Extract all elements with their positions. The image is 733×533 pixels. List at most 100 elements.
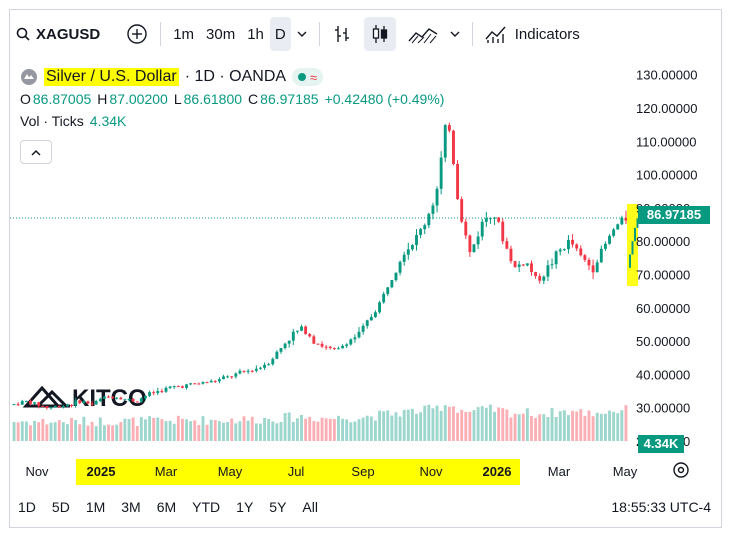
- candle-body: [369, 316, 373, 321]
- low-value: 86.61800: [183, 91, 243, 107]
- indicators-button[interactable]: Indicators: [479, 17, 586, 51]
- range-6m[interactable]: 6M: [156, 499, 177, 515]
- candles-chart-type-button[interactable]: [363, 17, 396, 51]
- candle-body: [464, 221, 468, 236]
- volume-bar: [222, 422, 225, 441]
- volume-bar: [300, 415, 303, 441]
- volume-bar: [591, 416, 595, 441]
- compare-symbol-button[interactable]: [120, 17, 154, 51]
- interval-d[interactable]: D: [269, 17, 291, 51]
- area-chart-type-button[interactable]: [402, 17, 444, 51]
- candle-body: [608, 235, 611, 244]
- volume-bar: [308, 416, 312, 441]
- volume-bar: [295, 418, 299, 441]
- candle-body: [476, 236, 480, 245]
- volume-bar: [279, 422, 283, 441]
- volume-bar: [357, 419, 361, 441]
- range-1y[interactable]: 1Y: [236, 499, 254, 515]
- volume-bar: [90, 421, 94, 441]
- volume-bar: [172, 423, 176, 441]
- range-5d[interactable]: 5D: [51, 499, 70, 515]
- volume-bar: [624, 405, 628, 441]
- volume-bar: [521, 413, 525, 441]
- candle-body: [287, 340, 291, 344]
- volume-bar: [230, 418, 234, 441]
- time-tick-label: Mar: [155, 464, 178, 479]
- candle-body: [374, 312, 377, 317]
- price-tick-label: 110.00000: [636, 134, 697, 149]
- chart-pane[interactable]: KITCO 130.00000 120.00000 110.00000 100.000…: [10, 58, 721, 460]
- candle-body: [410, 245, 414, 250]
- volume-bar: [431, 408, 435, 441]
- volume-bar: [394, 412, 398, 441]
- candle-body: [254, 368, 258, 371]
- price-axis[interactable]: 130.00000120.00000110.00000100.0000090.0…: [636, 68, 697, 449]
- volume-bar: [616, 413, 620, 441]
- clock-timezone[interactable]: 18:55:33 UTC-4: [611, 499, 711, 515]
- volume-bar: [61, 422, 65, 441]
- candle-body: [16, 404, 20, 406]
- symbol-search-button[interactable]: XAGUSD: [10, 17, 106, 51]
- volume-bar: [575, 411, 579, 441]
- range-3m[interactable]: 3M: [121, 499, 141, 515]
- candle-body: [82, 401, 86, 404]
- candle-body: [283, 343, 287, 349]
- volume-bar: [20, 421, 24, 441]
- range-ytd[interactable]: YTD: [192, 499, 221, 515]
- range-1d[interactable]: 1D: [18, 499, 36, 515]
- volume-bar: [259, 423, 262, 441]
- candle-body: [316, 343, 320, 345]
- volume-bar: [102, 425, 106, 441]
- chart-type-dropdown-button[interactable]: [444, 17, 466, 51]
- volume-bar: [476, 407, 480, 441]
- candle-body: [398, 261, 402, 273]
- collapse-legend-button[interactable]: [20, 140, 52, 164]
- volume-bar: [328, 418, 332, 441]
- volume-bar: [538, 414, 542, 441]
- range-all[interactable]: All: [302, 499, 318, 515]
- candle-body: [497, 217, 501, 222]
- volume-bar: [287, 412, 291, 441]
- volume-bar: [447, 406, 451, 441]
- candle-body: [406, 249, 410, 255]
- volume-bar: [361, 417, 365, 441]
- volume-bar: [517, 414, 521, 441]
- volume-bar: [201, 416, 205, 441]
- time-axis[interactable]: Nov 2025 Mar May Jul Sep Nov 2026 Mar May: [10, 455, 721, 487]
- range-1m[interactable]: 1M: [85, 499, 106, 515]
- market-status-badge[interactable]: ≈: [292, 68, 324, 86]
- range-5y[interactable]: 5Y: [269, 499, 287, 515]
- interval-1m[interactable]: 1m: [173, 25, 195, 43]
- candle-body: [57, 405, 61, 407]
- settings-gear-icon[interactable]: [673, 462, 689, 478]
- candle-body: [427, 213, 431, 226]
- bar-chart-type-button[interactable]: [326, 17, 358, 51]
- candle-body: [365, 320, 369, 326]
- time-tick-label: Mar: [548, 464, 571, 479]
- candle-body: [37, 402, 41, 406]
- candle-body: [172, 386, 176, 388]
- low-label: L: [173, 91, 182, 107]
- candle-body: [131, 399, 135, 402]
- candle-body: [271, 358, 275, 365]
- candle-body: [603, 243, 607, 249]
- volume-bar: [452, 406, 455, 441]
- candle-body: [275, 351, 279, 359]
- candle-body: [357, 331, 361, 338]
- kitco-watermark: KITCO: [22, 385, 147, 412]
- interval-dropdown-button[interactable]: [291, 17, 313, 51]
- silver-coin-icon: [21, 69, 37, 85]
- candle-body: [312, 336, 316, 344]
- volume-bar: [525, 408, 529, 441]
- indicators-icon: [485, 26, 506, 43]
- volume-bar: [205, 424, 209, 441]
- legend-meta: · 1D · OANDA: [184, 68, 287, 85]
- recent-candle: [636, 218, 639, 228]
- price-chart[interactable]: KITCO 130.00000 120.00000 110.00000 100.000…: [10, 58, 721, 460]
- interval-30m[interactable]: 30m: [206, 25, 236, 43]
- chart-widget-frame: [9, 9, 722, 528]
- volume-bar: [320, 417, 324, 441]
- interval-1h[interactable]: 1h: [247, 25, 264, 43]
- candle-body: [587, 259, 591, 266]
- volume-bar: [365, 415, 369, 441]
